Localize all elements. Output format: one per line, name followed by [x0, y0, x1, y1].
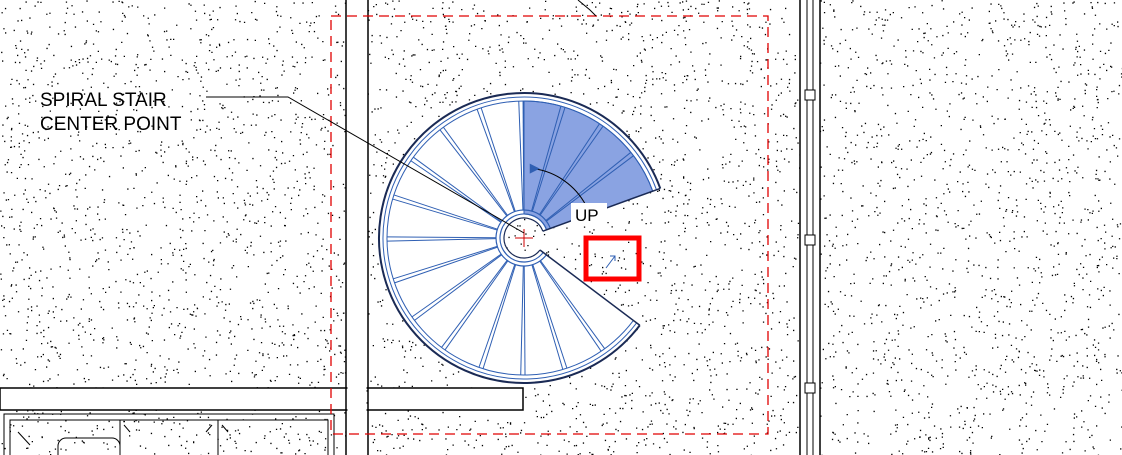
flip-direction-arrow-icon[interactable]	[605, 255, 616, 269]
stair-tread-line	[540, 260, 606, 350]
stair-tread-line	[387, 236, 497, 239]
stair-tread-line	[476, 109, 515, 212]
stair-outer-rail	[378, 92, 662, 384]
stair-tread-line	[545, 151, 632, 221]
stair-tread-line	[539, 125, 604, 216]
wall-lower-left	[0, 387, 347, 411]
stair-tread-line	[478, 264, 516, 368]
stair-tread-line	[532, 264, 568, 369]
stair-inner-rail	[499, 213, 548, 263]
stair-tread-line	[522, 100, 525, 211]
stair-inner-rail	[495, 209, 551, 267]
stair-tread-line	[539, 123, 600, 215]
stair-tread-line	[387, 238, 497, 242]
wall-corner-post	[345, 409, 369, 455]
casework-lower-left	[3, 413, 335, 455]
stair-tread-line	[520, 265, 524, 375]
stair-tread-line	[480, 107, 516, 212]
stair-tread-line	[411, 253, 502, 318]
stair-tread-line	[414, 254, 502, 321]
right-wall-details	[804, 0, 816, 455]
callout-label-line2: CENTER POINT	[40, 114, 182, 135]
stair-tread-line	[442, 126, 508, 216]
stair-tread-line	[393, 194, 498, 230]
walls	[0, 0, 821, 455]
wall-right	[799, 0, 821, 455]
wall-left	[345, 0, 369, 389]
stair-tread-line	[531, 105, 562, 212]
stair-tread-line	[392, 198, 498, 231]
callout-label-line1: SPIRAL STAIR	[40, 90, 167, 111]
callout-leader-line	[206, 96, 525, 234]
stair-tread-line	[546, 155, 634, 222]
selection-highlight-box[interactable]	[583, 235, 642, 282]
stair-tread-line	[410, 160, 502, 223]
wall-bottom	[367, 387, 524, 411]
stair-tread-line	[523, 265, 526, 375]
stair-outer-rail	[382, 96, 657, 380]
stair-end-edge	[539, 249, 641, 326]
crop-region-boundary	[330, 15, 769, 435]
stair-up-label: UP	[575, 206, 599, 225]
stair-tread-line	[531, 264, 564, 370]
stair-tread-line	[393, 245, 498, 280]
stair-tread-line	[482, 264, 517, 369]
stair-tread-line	[441, 260, 508, 348]
stair-tread-line	[539, 260, 602, 352]
stair-direction-arc	[533, 168, 587, 206]
stair-tread-line	[518, 101, 524, 211]
stair-outer-rail	[386, 100, 654, 376]
stair-inner-rail	[503, 217, 544, 259]
spiral-stair	[378, 92, 662, 384]
stair-tread-line	[444, 260, 509, 351]
section-mark-leader	[577, 0, 597, 17]
stair-tread-line	[439, 129, 508, 217]
stair-tread-line	[394, 246, 498, 284]
stair-tread-line	[413, 156, 502, 222]
stair-direction-arrow-icon	[529, 163, 540, 174]
stair-tread-line	[531, 107, 566, 212]
